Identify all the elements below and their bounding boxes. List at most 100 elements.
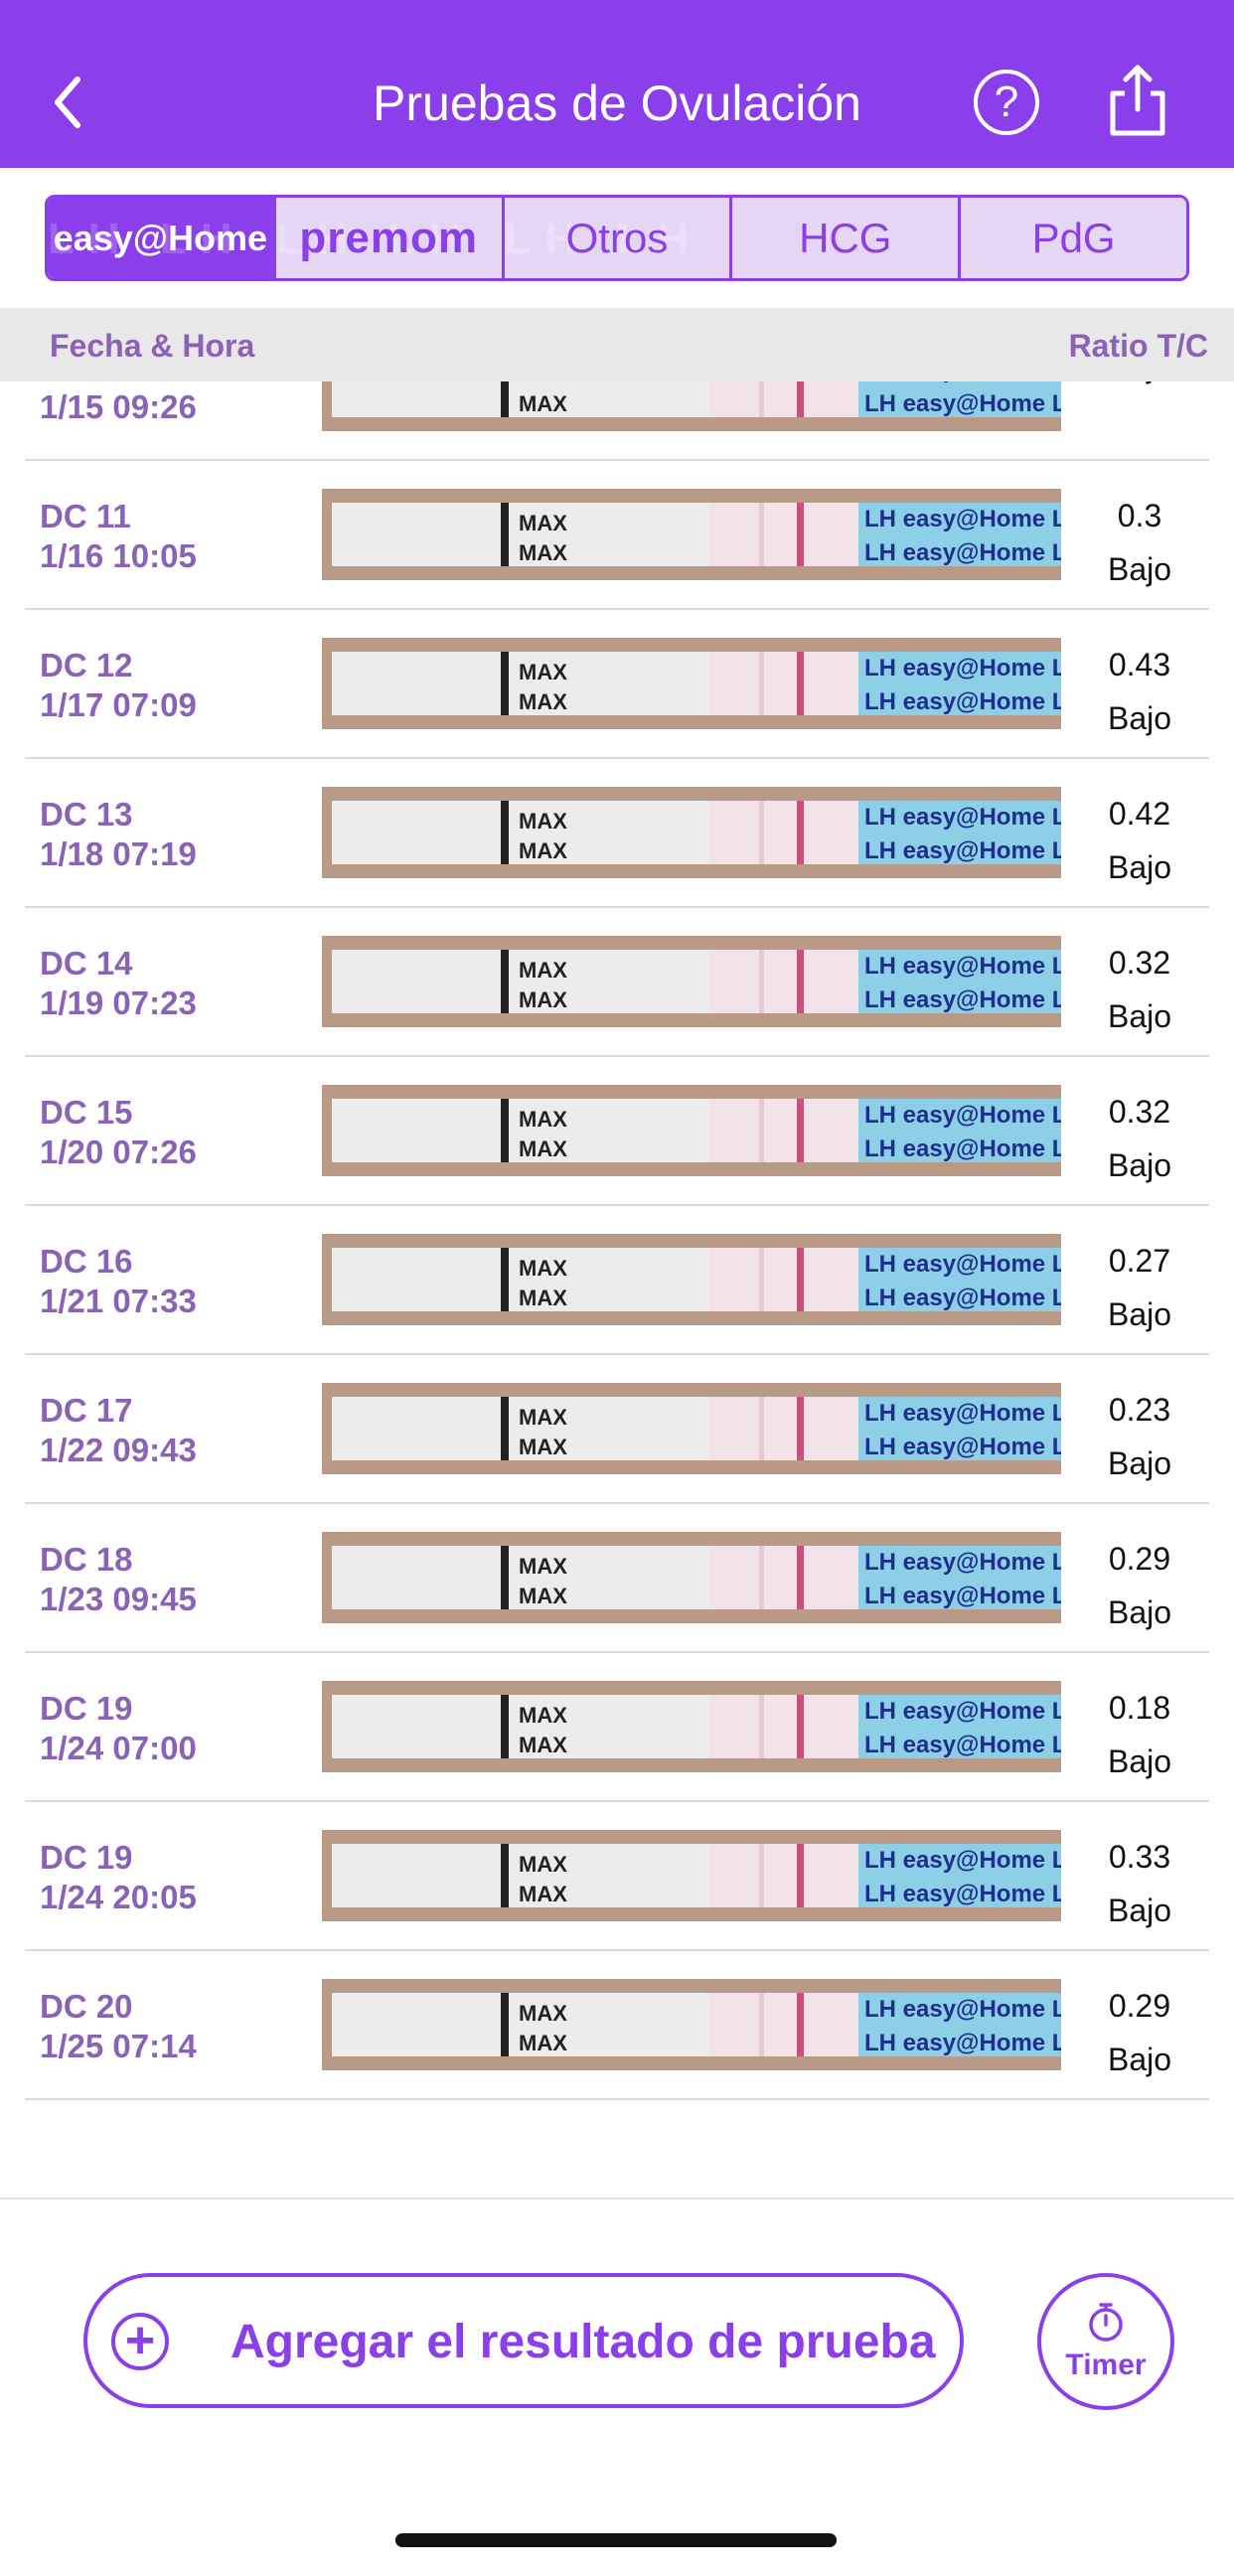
ratio-level: Bajo bbox=[1107, 551, 1172, 587]
cycle-day: DC 14 bbox=[40, 945, 133, 982]
ratio-value: 0.23 bbox=[1108, 1392, 1171, 1428]
test-row[interactable]: DC 131/18 07:19 MAX MAX LH easy@Home LH eas… bbox=[0, 759, 1234, 908]
test-row[interactable]: DC 121/17 07:09 MAX MAX LH easy@Home LH eas… bbox=[0, 610, 1234, 759]
test-row[interactable]: DC 161/21 07:33 MAX MAX LH easy@Home LH eas… bbox=[0, 1206, 1234, 1355]
timer-button[interactable]: Timer bbox=[1037, 2273, 1174, 2410]
back-button[interactable] bbox=[40, 58, 109, 147]
strip-max-label: MAX bbox=[519, 1286, 567, 1310]
test-ratio: 0.42 Bajo bbox=[1085, 787, 1194, 894]
ratio-level: Bajo bbox=[1107, 700, 1172, 736]
test-date: DC 17 1/22 09:43 bbox=[40, 1391, 197, 1470]
strip-marker bbox=[501, 1397, 509, 1460]
tab-hcg[interactable]: HCG bbox=[732, 198, 962, 278]
chevron-left-icon bbox=[55, 76, 80, 128]
share-button[interactable] bbox=[1103, 60, 1172, 139]
ratio-value: 0.29 bbox=[1108, 1988, 1171, 2024]
home-indicator[interactable] bbox=[395, 2533, 837, 2547]
divider bbox=[0, 2197, 1234, 2199]
tab-pdg[interactable]: PdG bbox=[961, 198, 1186, 278]
strip-control-line bbox=[797, 1397, 804, 1460]
ratio-level: Bajo bbox=[1107, 2042, 1172, 2077]
strip-control-line bbox=[797, 950, 804, 1013]
add-test-result-button[interactable]: + Agregar el resultado de prueba bbox=[83, 2273, 964, 2408]
cycle-day: DC 10 bbox=[40, 381, 197, 387]
tab-premom[interactable]: LH LH LH premom bbox=[275, 198, 505, 278]
strip-marker bbox=[501, 1546, 509, 1609]
ratio-level: Bajo bbox=[1107, 1296, 1172, 1332]
strip-test-line bbox=[759, 801, 764, 864]
strip-test-line bbox=[759, 652, 764, 715]
test-row[interactable]: DC 101/15 09:26 MAX MAX LH easy@Home LH eas… bbox=[0, 381, 1234, 461]
help-icon: ? bbox=[994, 77, 1019, 126]
test-date: DC 13 1/18 07:19 bbox=[40, 795, 197, 874]
test-time: 1/21 07:33 bbox=[40, 1283, 197, 1319]
add-test-result-label: Agregar el resultado de prueba bbox=[231, 2316, 936, 2368]
help-button[interactable]: ? bbox=[974, 70, 1039, 135]
cycle-day: DC 19 bbox=[40, 1690, 133, 1727]
strip-marker bbox=[501, 503, 509, 566]
test-row[interactable]: DC 181/23 09:45 MAX MAX LH easy@Home LH eas… bbox=[0, 1504, 1234, 1653]
test-time: 1/19 07:23 bbox=[40, 985, 197, 1021]
timer-label: Timer bbox=[1065, 2349, 1147, 2381]
strip-result-window bbox=[709, 801, 858, 864]
test-row[interactable]: DC 191/24 20:05 MAX MAX LH easy@Home LH eas… bbox=[0, 1802, 1234, 1951]
test-row[interactable]: DC 151/20 07:26 MAX MAX LH easy@Home LH eas… bbox=[0, 1057, 1234, 1206]
test-date: DC 14 1/19 07:23 bbox=[40, 944, 197, 1023]
tab-label: PdG bbox=[1031, 214, 1116, 261]
strip-max-label: MAX bbox=[519, 2031, 567, 2055]
strip-max-label: MAX bbox=[519, 1107, 567, 1132]
test-ratio: 0.3 Bajo bbox=[1085, 489, 1194, 596]
test-row[interactable]: DC 111/16 10:05 MAX MAX LH easy@Home LH eas… bbox=[0, 461, 1234, 610]
strip-test-line bbox=[759, 1248, 764, 1311]
tab-easyhome[interactable]: LH LH LH easy@Home bbox=[48, 198, 276, 278]
test-ratio: 0.18 Bajo bbox=[1085, 1681, 1194, 1788]
test-ratio: Bajo bbox=[1085, 381, 1194, 393]
strip-control-line bbox=[797, 1546, 804, 1609]
test-ratio: 0.29 Bajo bbox=[1085, 1532, 1194, 1639]
test-row[interactable]: DC 141/19 07:23 MAX MAX LH easy@Home LH eas… bbox=[0, 908, 1234, 1057]
ratio-value: 0.32 bbox=[1108, 1094, 1171, 1130]
ratio-level: Bajo bbox=[1107, 1893, 1172, 1928]
test-date: DC 11 1/16 10:05 bbox=[40, 497, 197, 576]
strip-max-label: MAX bbox=[519, 1852, 567, 1877]
strip-test-line bbox=[759, 950, 764, 1013]
ratio-level: Bajo bbox=[1107, 1594, 1172, 1630]
test-row[interactable]: DC 191/24 07:00 MAX MAX LH easy@Home LH eas… bbox=[0, 1653, 1234, 1802]
test-time: 1/24 20:05 bbox=[40, 1879, 197, 1915]
test-date: DC 20 1/25 07:14 bbox=[40, 1987, 197, 2066]
test-row[interactable]: DC 201/25 07:14 MAX MAX LH easy@Home LH eas… bbox=[0, 1951, 1234, 2100]
cycle-day: DC 20 bbox=[40, 1988, 133, 2025]
test-time: 1/18 07:19 bbox=[40, 835, 197, 872]
strip-marker bbox=[501, 652, 509, 715]
ratio-value: 0.3 bbox=[1117, 498, 1162, 533]
strip-max-label: MAX bbox=[519, 1435, 567, 1459]
tab-otros[interactable]: LH LH LH Otros bbox=[504, 198, 733, 278]
test-row[interactable]: DC 171/22 09:43 MAX MAX LH easy@Home LH eas… bbox=[0, 1355, 1234, 1504]
strip-marker bbox=[501, 1844, 509, 1907]
row-divider bbox=[25, 1502, 1209, 1504]
test-list[interactable]: DC 101/15 09:26 MAX MAX LH easy@Home LH eas… bbox=[0, 381, 1234, 2170]
strip-max-label: MAX bbox=[519, 809, 567, 833]
strip-max-label: MAX bbox=[519, 958, 567, 983]
cycle-day: DC 18 bbox=[40, 1541, 133, 1578]
